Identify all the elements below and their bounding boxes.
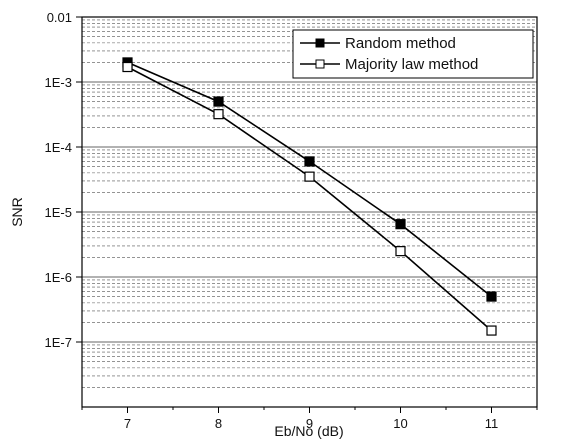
legend-label-random: Random method <box>345 35 456 52</box>
y-axis-ticks: 0.01 1E-3 1E-4 1E-5 1E-6 1E-7 <box>45 10 82 350</box>
x-axis-ticks: 7 8 9 10 11 <box>81 407 538 431</box>
series-layer <box>122 57 497 336</box>
data-point-random-method <box>304 156 315 167</box>
data-point-majority-law-method <box>122 61 133 73</box>
data-point-majority-law-method <box>395 246 406 257</box>
y-tick-label: 1E-7 <box>45 335 72 350</box>
data-point-majority-law-method <box>213 109 224 120</box>
y-axis-title: SNR <box>9 197 25 227</box>
y-tick-label: 1E-6 <box>45 270 72 285</box>
x-tick-label: 11 <box>485 416 499 431</box>
y-tick-label: 1E-3 <box>45 75 72 90</box>
x-tick-label: 8 <box>215 416 222 431</box>
data-point-majority-law-method <box>486 325 497 336</box>
x-axis-title: Eb/No (dB) <box>274 423 343 439</box>
data-point-random-method <box>486 291 497 302</box>
data-point-random-method <box>213 96 224 107</box>
y-tick-label: 0.01 <box>47 10 72 25</box>
x-tick-label: 9 <box>306 416 313 431</box>
plot-frame <box>81 16 538 408</box>
legend-label-majority: Majority law method <box>345 56 478 73</box>
legend: Random method Majority law method <box>292 29 534 79</box>
y-tick-label: 1E-4 <box>45 140 72 155</box>
x-tick-label: 10 <box>393 416 407 431</box>
legend-box <box>292 29 534 79</box>
legend-marker-majority <box>315 59 325 69</box>
legend-marker-random <box>315 38 325 48</box>
y-tick-label: 1E-5 <box>45 205 72 220</box>
data-point-majority-law-method <box>304 171 315 182</box>
x-tick-label: 7 <box>124 416 131 431</box>
data-point-random-method <box>395 219 406 230</box>
